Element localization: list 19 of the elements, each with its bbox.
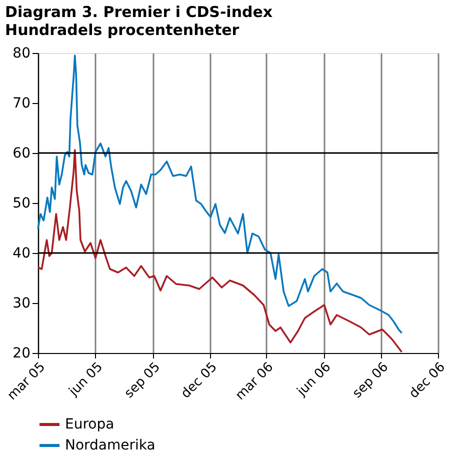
y-tick-label: 70 [12,96,30,112]
x-tick-label: sep 06 [350,360,392,402]
y-tick-label: 80 [12,46,30,62]
y-tick-label: 40 [12,246,30,262]
x-tick-label: dec 06 [406,360,448,402]
line-series [37,54,403,334]
x-tick-label: dec 05 [178,360,220,402]
y-tick-label: 20 [12,346,30,362]
x-tick-label: sep 05 [122,360,164,402]
legend-label: Europa [65,416,114,432]
legend-label: Nordamerika [65,438,156,454]
x-tick-label: jun 05 [66,360,106,400]
y-tick-label: 50 [12,196,30,212]
chart-title: Diagram 3. Premier i CDS-index [5,3,273,21]
line-series [37,149,403,353]
x-tick-label: jun 06 [294,360,334,400]
chart-subtitle: Hundradels procentenheter [5,21,240,39]
y-tick-label: 30 [12,296,30,312]
y-tick-label: 60 [12,146,30,162]
